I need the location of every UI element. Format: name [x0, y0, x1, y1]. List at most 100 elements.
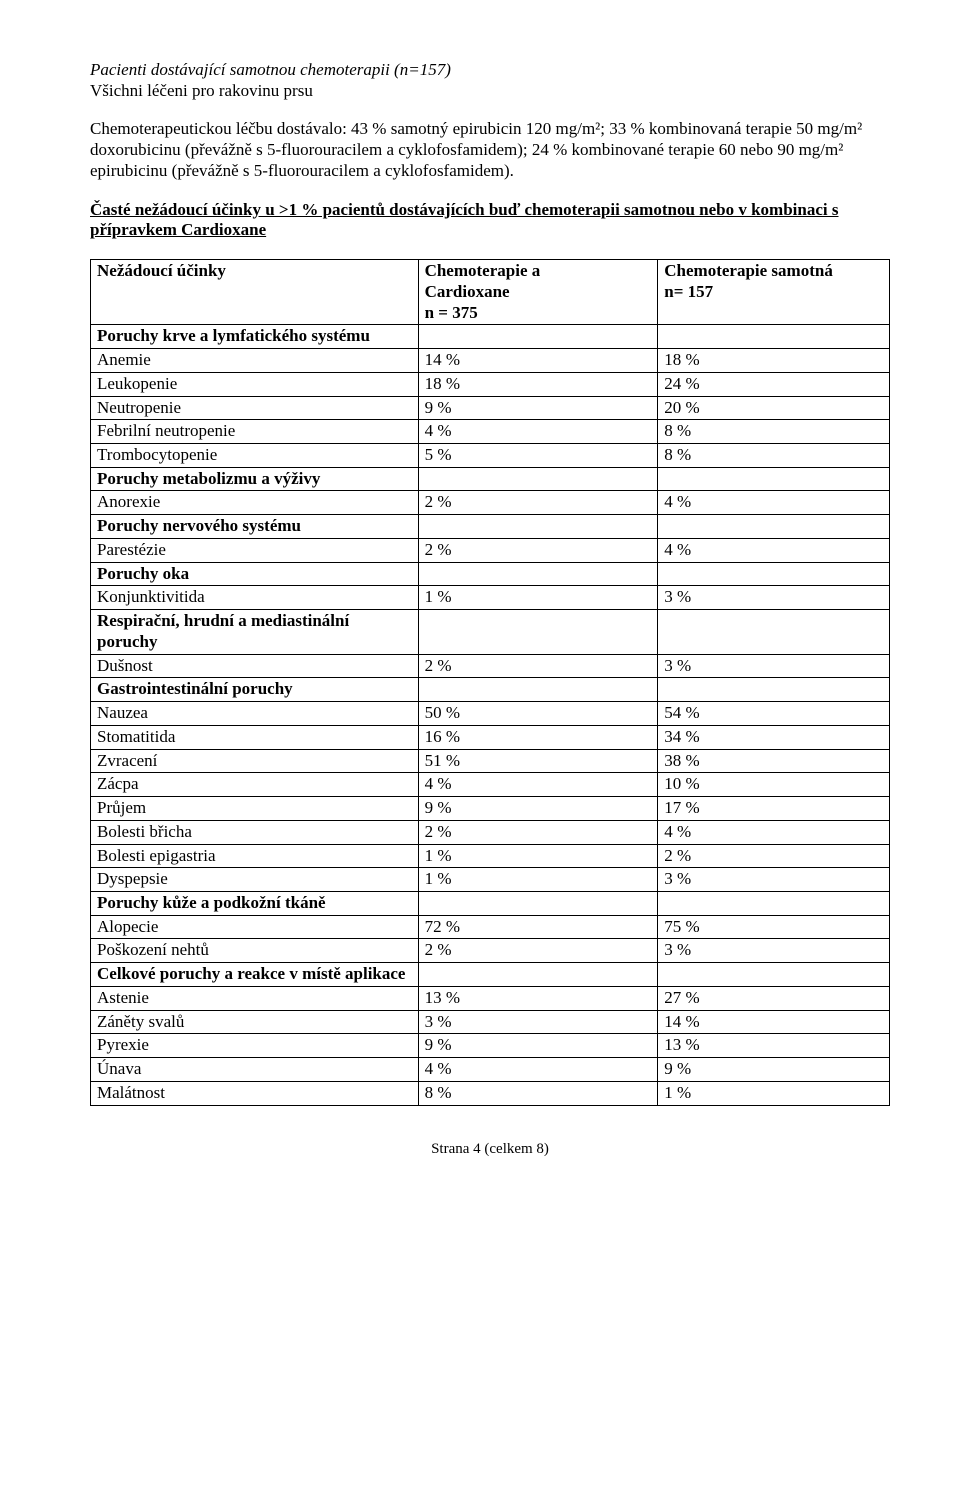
value-chemo-alone: 3 % [658, 939, 890, 963]
value-cardioxane: 50 % [418, 702, 658, 726]
table-row: Gastrointestinální poruchy [91, 678, 890, 702]
value-cardioxane: 9 % [418, 797, 658, 821]
effect-label: Poškození nehtů [91, 939, 419, 963]
value-cardioxane [418, 678, 658, 702]
effect-label: Nauzea [91, 702, 419, 726]
group-label: Poruchy oka [91, 562, 419, 586]
effect-label: Alopecie [91, 915, 419, 939]
value-cardioxane: 3 % [418, 1010, 658, 1034]
value-chemo-alone: 9 % [658, 1058, 890, 1082]
intro-line-2: Všichni léčeni pro rakovinu prsu [90, 81, 313, 100]
effect-label: Anorexie [91, 491, 419, 515]
effect-label: Pyrexie [91, 1034, 419, 1058]
value-chemo-alone [658, 610, 890, 654]
table-header-col2: Chemoterapie samotná n= 157 [658, 260, 890, 325]
value-cardioxane: 2 % [418, 939, 658, 963]
value-cardioxane [418, 325, 658, 349]
value-chemo-alone: 3 % [658, 586, 890, 610]
value-chemo-alone: 18 % [658, 349, 890, 373]
value-chemo-alone: 8 % [658, 420, 890, 444]
value-cardioxane: 1 % [418, 586, 658, 610]
value-chemo-alone [658, 515, 890, 539]
effect-label: Bolesti epigastria [91, 844, 419, 868]
table-row: Bolesti epigastria1 %2 % [91, 844, 890, 868]
table-row: Anorexie2 %4 % [91, 491, 890, 515]
effect-label: Záněty svalů [91, 1010, 419, 1034]
table-row: Zvracení51 %38 % [91, 749, 890, 773]
value-cardioxane: 16 % [418, 725, 658, 749]
value-chemo-alone: 27 % [658, 986, 890, 1010]
value-chemo-alone: 38 % [658, 749, 890, 773]
table-row: Celkové poruchy a reakce v místě aplikac… [91, 963, 890, 987]
effect-label: Anemie [91, 349, 419, 373]
group-label: Celkové poruchy a reakce v místě aplikac… [91, 963, 419, 987]
value-cardioxane: 8 % [418, 1081, 658, 1105]
table-row: Stomatitida16 %34 % [91, 725, 890, 749]
value-cardioxane: 14 % [418, 349, 658, 373]
group-label: Respirační, hrudní a mediastinální poruc… [91, 610, 419, 654]
table-row: Neutropenie9 %20 % [91, 396, 890, 420]
table-row: Nauzea50 %54 % [91, 702, 890, 726]
value-cardioxane: 4 % [418, 420, 658, 444]
table-row: Záněty svalů3 %14 % [91, 1010, 890, 1034]
value-cardioxane [418, 610, 658, 654]
effect-label: Dyspepsie [91, 868, 419, 892]
table-row: Průjem9 %17 % [91, 797, 890, 821]
value-chemo-alone [658, 467, 890, 491]
table-row: Konjunktivitida1 %3 % [91, 586, 890, 610]
group-label: Poruchy metabolizmu a výživy [91, 467, 419, 491]
value-cardioxane: 5 % [418, 444, 658, 468]
value-cardioxane: 2 % [418, 538, 658, 562]
value-chemo-alone [658, 678, 890, 702]
effect-label: Stomatitida [91, 725, 419, 749]
value-chemo-alone: 54 % [658, 702, 890, 726]
value-chemo-alone [658, 562, 890, 586]
table-row: Poruchy kůže a podkožní tkáně [91, 891, 890, 915]
table-row: Malátnost8 %1 % [91, 1081, 890, 1105]
effect-label: Dušnost [91, 654, 419, 678]
table-row: Únava4 %9 % [91, 1058, 890, 1082]
effect-label: Astenie [91, 986, 419, 1010]
group-label: Poruchy kůže a podkožní tkáně [91, 891, 419, 915]
value-chemo-alone [658, 325, 890, 349]
value-chemo-alone: 3 % [658, 654, 890, 678]
value-cardioxane: 2 % [418, 820, 658, 844]
value-cardioxane [418, 963, 658, 987]
value-chemo-alone: 14 % [658, 1010, 890, 1034]
value-cardioxane: 18 % [418, 372, 658, 396]
value-chemo-alone: 17 % [658, 797, 890, 821]
intro-paragraph-2: Chemoterapeutickou léčbu dostávalo: 43 %… [90, 119, 890, 181]
value-cardioxane: 1 % [418, 844, 658, 868]
value-chemo-alone: 4 % [658, 491, 890, 515]
effect-label: Leukopenie [91, 372, 419, 396]
value-cardioxane: 2 % [418, 654, 658, 678]
table-row: Bolesti břicha2 %4 % [91, 820, 890, 844]
value-cardioxane: 4 % [418, 1058, 658, 1082]
value-chemo-alone: 4 % [658, 538, 890, 562]
table-row: Poruchy oka [91, 562, 890, 586]
value-cardioxane [418, 467, 658, 491]
value-chemo-alone: 8 % [658, 444, 890, 468]
value-chemo-alone: 4 % [658, 820, 890, 844]
value-cardioxane: 13 % [418, 986, 658, 1010]
value-cardioxane: 9 % [418, 396, 658, 420]
table-row: Poškození nehtů2 %3 % [91, 939, 890, 963]
table-row: Zácpa4 %10 % [91, 773, 890, 797]
table-row: Poruchy nervového systému [91, 515, 890, 539]
table-header-col0: Nežádoucí účinky [91, 260, 419, 325]
intro-line-1: Pacienti dostávající samotnou chemoterap… [90, 60, 451, 79]
value-cardioxane: 9 % [418, 1034, 658, 1058]
value-cardioxane [418, 891, 658, 915]
effect-label: Malátnost [91, 1081, 419, 1105]
page-footer: Strana 4 (celkem 8) [90, 1140, 890, 1158]
table-header-row: Nežádoucí účinky Chemoterapie a Cardioxa… [91, 260, 890, 325]
table-row: Anemie14 %18 % [91, 349, 890, 373]
value-chemo-alone: 34 % [658, 725, 890, 749]
table-row: Febrilní neutropenie4 %8 % [91, 420, 890, 444]
effect-label: Neutropenie [91, 396, 419, 420]
table-row: Dušnost2 %3 % [91, 654, 890, 678]
value-chemo-alone [658, 891, 890, 915]
value-cardioxane [418, 562, 658, 586]
value-chemo-alone: 1 % [658, 1081, 890, 1105]
table-row: Parestézie2 %4 % [91, 538, 890, 562]
